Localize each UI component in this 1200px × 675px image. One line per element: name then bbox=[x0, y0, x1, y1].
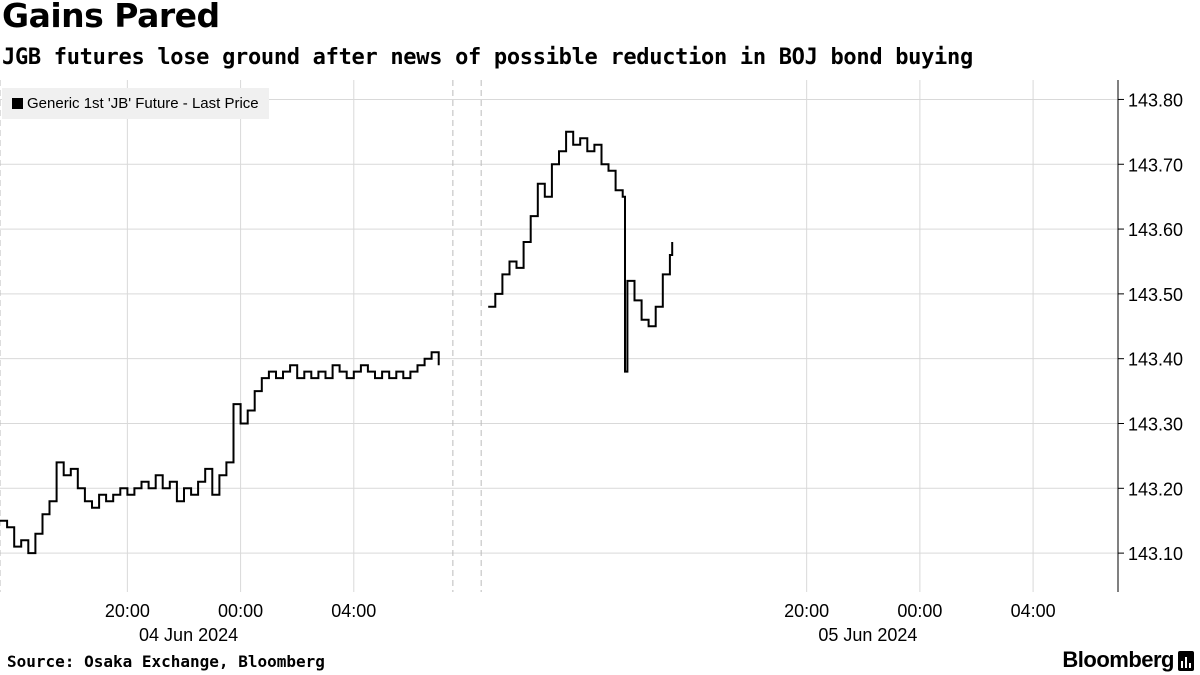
y-tick-label: 143.10 bbox=[1128, 544, 1183, 564]
chart-subtitle: JGB futures lose ground after news of po… bbox=[2, 45, 973, 70]
y-tick-label: 143.70 bbox=[1128, 155, 1183, 175]
x-tick-label: 00:00 bbox=[897, 601, 942, 621]
y-tick-label: 143.30 bbox=[1128, 414, 1183, 434]
x-tick-label: 20:00 bbox=[105, 601, 150, 621]
y-tick-label: 143.40 bbox=[1128, 350, 1183, 370]
y-axis: 143.10 143.20 143.30 143.40 143.50 143.60 143.… bbox=[1117, 80, 1183, 592]
source-note: Source: Osaka Exchange, Bloomberg bbox=[7, 652, 325, 671]
brand-logo: Bloomberg bbox=[1062, 647, 1194, 673]
session-breaks bbox=[0, 80, 482, 592]
legend: Generic 1st 'JB' Future - Last Price bbox=[2, 88, 269, 119]
series-line bbox=[488, 130, 674, 373]
y-tick-label: 143.50 bbox=[1128, 285, 1183, 305]
y-tick-label: 143.60 bbox=[1128, 220, 1183, 240]
x-axis: 20:00 00:00 04:00 20:00 00:00 04:00 04 Jun 202… bbox=[105, 601, 1056, 645]
x-tick-label: 20:00 bbox=[784, 601, 829, 621]
y-tick-label: 143.80 bbox=[1128, 90, 1183, 110]
x-tick-label: 04:00 bbox=[1011, 601, 1056, 621]
brand-name: Bloomberg bbox=[1062, 647, 1174, 672]
x-date-label: 04 Jun 2024 bbox=[139, 625, 238, 645]
y-tick-label: 143.20 bbox=[1128, 479, 1183, 499]
legend-swatch bbox=[12, 98, 23, 109]
series-line bbox=[0, 351, 440, 555]
chart-title: Gains Pared bbox=[2, 0, 220, 35]
series-layer bbox=[0, 130, 674, 555]
bloomberg-bars-icon bbox=[1178, 651, 1194, 671]
x-tick-label: 00:00 bbox=[218, 601, 263, 621]
x-tick-label: 04:00 bbox=[331, 601, 376, 621]
x-date-label: 05 Jun 2024 bbox=[818, 625, 917, 645]
legend-label: Generic 1st 'JB' Future - Last Price bbox=[27, 95, 259, 112]
